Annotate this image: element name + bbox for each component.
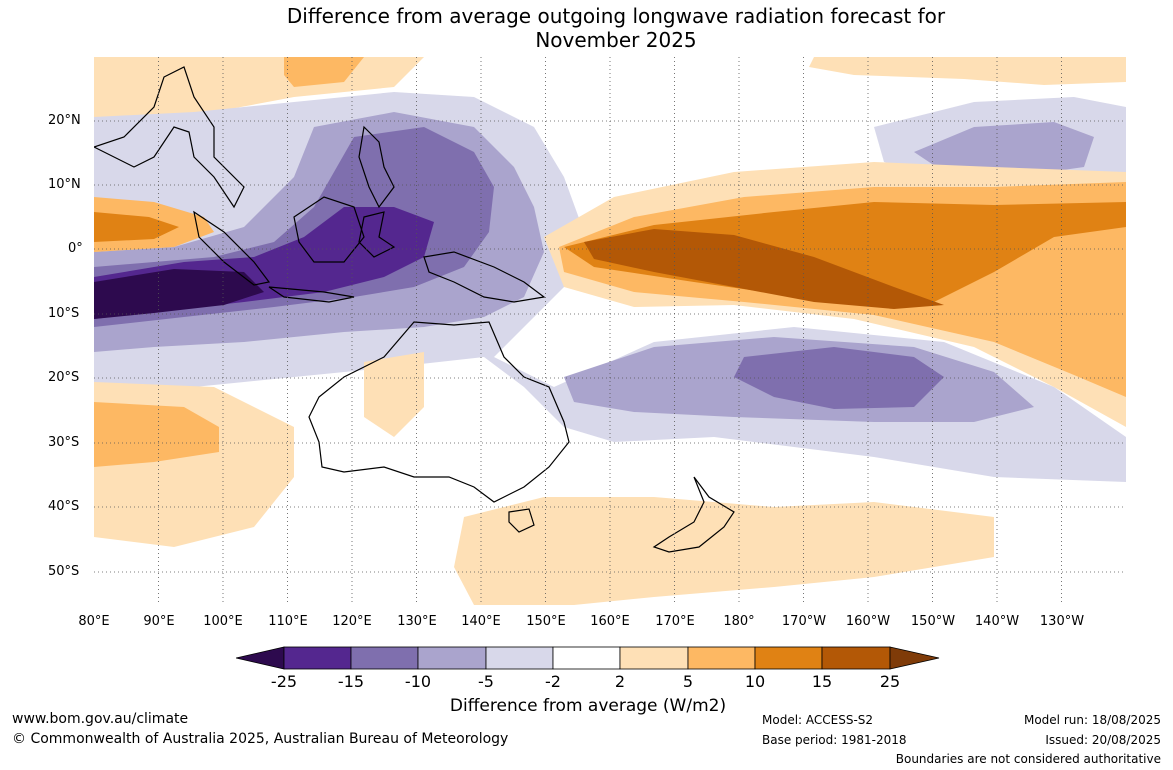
lat-label-20n: 20°N [48,113,81,128]
graticule [94,57,1126,605]
anomaly-pos-5-10-north [284,57,364,87]
footer-base-period: Base period: 1981-2018 [762,733,907,747]
title-line-2: November 2025 [535,28,697,52]
lon-label-90e: 90°E [143,614,175,629]
lon-label-130w: 130°W [1039,614,1085,629]
colorbar-tick--15: -15 [337,672,365,691]
lon-label-150e: 150°E [526,614,566,629]
lon-label-110e: 110°E [268,614,308,629]
anomaly-pos-2-5-southern-ocean [454,497,994,605]
colorbar-swatch-2-2 [552,646,621,670]
map-canvas [94,57,1126,605]
colorbar-tick--5: -5 [478,672,494,691]
colorbar-swatch-10-15 [754,646,823,670]
coastline-java [268,286,355,303]
lat-label-10n: 10°N [48,177,81,192]
lon-label-140e: 140°E [461,614,501,629]
lon-label-120e: 120°E [332,614,372,629]
coastline-philippines [358,125,395,209]
footer-model-run: Model run: 18/08/2025 [1023,713,1161,727]
anomaly-pos-2-5-ne [809,57,1126,85]
lon-label-130e: 130°E [397,614,437,629]
lat-label-40s: 40°S [48,499,80,514]
coastline-new-guinea [423,251,546,303]
lon-label-160w: 160°W [845,614,891,629]
colorbar-swatch-above-25 [889,646,940,670]
lon-label-150w: 150°W [910,614,956,629]
colorbar-tick-25: 25 [879,672,901,691]
lon-label-180: 180° [723,614,755,629]
footer-copyright: © Commonwealth of Australia 2025, Austra… [12,731,509,747]
colorbar-tick-15: 15 [811,672,833,691]
lat-label-30s: 30°S [48,435,80,450]
lon-label-170w: 170°W [781,614,827,629]
colorbar-tick--25: -25 [270,672,298,691]
coastline-borneo [293,196,365,263]
lat-label-equator: 0° [68,241,83,256]
colorbar-tick--2: -2 [545,672,561,691]
colorbar-svg [235,646,940,670]
colorbar-swatch-5-10 [687,646,756,670]
lon-label-170e: 170°E [655,614,695,629]
colorbar-swatch-15-25 [821,646,891,670]
coastline-australia [308,321,570,503]
anomaly-below-25-core [94,269,264,319]
colorbar-label: Difference from average (W/m2) [449,696,727,716]
title-line-1: Difference from average outgoing longwav… [286,4,946,28]
lon-label-100e: 100°E [203,614,243,629]
lat-label-20s: 20°S [48,370,80,385]
colorbar-swatch-25-15 [283,646,352,670]
coastline-tasmania [508,508,535,533]
anomaly-pos-10-15-west [94,212,179,242]
footer-website: www.bom.gov.au/climate [12,711,189,727]
footer-issued: Issued: 20/08/2025 [1045,733,1161,747]
lat-label-50s: 50°S [48,564,80,579]
anomaly-pos-2-5-australia [364,352,424,437]
colorbar-tick-5: 5 [682,672,694,691]
footer-model: Model: ACCESS-S2 [762,713,874,727]
lon-label-140w: 140°W [974,614,1020,629]
colorbar-swatch-5-2 [485,646,554,670]
colorbar-tick--10: -10 [404,672,432,691]
anomaly-neg-5-10-ne [914,122,1094,177]
colorbar-tick-10: 10 [744,672,766,691]
lon-label-160e: 160°E [590,614,630,629]
colorbar [235,646,940,670]
colorbar-swatch-15-10 [350,646,419,670]
coastline-sumatra [193,210,271,286]
coastline-southeast-asia [94,66,245,209]
colorbar-swatch-10-5 [417,646,487,670]
footer-disclaimer: Boundaries are not considered authoritat… [895,752,1161,766]
olr-anomaly-map [94,57,1126,605]
lon-label-80e: 80°E [78,614,110,629]
lat-label-10s: 10°S [48,306,80,321]
colorbar-swatch-below-25 [235,646,285,670]
colorbar-tick-2: 2 [614,672,626,691]
coastline-new-zealand [652,476,735,553]
anomaly-pos-5-10-south-indian [94,402,219,467]
chart-title: Difference from average outgoing longwav… [0,4,1173,52]
colorbar-swatch-2-5 [619,646,689,670]
coastline-sulawesi [358,211,396,258]
